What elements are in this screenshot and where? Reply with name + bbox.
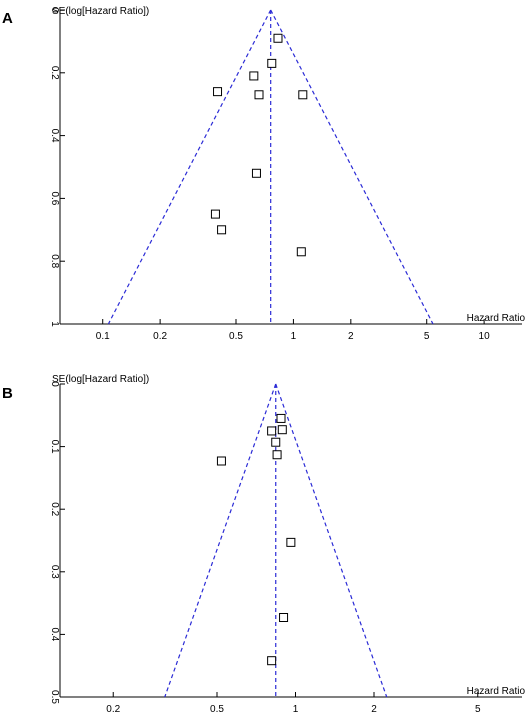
x-axis-title: Hazard Ratio [467, 686, 526, 697]
funnel-plot-panel-b: B 0 0.1 0.2 0.3 0.4 0.5 0.2 0.5 1 2 5 SE(log[Hazard … [2, 374, 525, 714]
study-point [249, 71, 259, 81]
panel-letter: B [2, 385, 13, 402]
x-tick-label: 1 [291, 331, 297, 342]
y-tick-label: 1 [49, 321, 60, 327]
y-tick-label: 0.2 [49, 502, 60, 516]
y-tick-label: 0.8 [49, 254, 60, 268]
study-point [217, 225, 227, 235]
y-tick-label: 0.1 [49, 440, 60, 454]
study-point [296, 247, 306, 257]
study-point [276, 413, 286, 423]
x-tick-label: 0.2 [106, 704, 120, 714]
y-tick-label: 0.3 [49, 565, 60, 579]
y-tick-label: 0.2 [49, 66, 60, 80]
funnel-right-limit [275, 383, 388, 698]
study-point [267, 656, 277, 666]
study-point [216, 456, 226, 466]
funnel-left-limit [107, 9, 272, 325]
funnel-left-limit [164, 383, 277, 698]
y-tick-label: 0.4 [49, 627, 60, 641]
study-point [271, 437, 281, 447]
study-point [251, 168, 261, 178]
study-point [286, 537, 296, 547]
x-tick-label: 0.2 [153, 331, 167, 342]
y-tick-label: 0 [49, 381, 60, 387]
study-point [298, 90, 308, 100]
study-point [273, 33, 283, 43]
x-tick-label: 0.1 [96, 331, 110, 342]
x-tick-label: 5 [424, 331, 430, 342]
panel-letter: A [2, 10, 13, 27]
study-point [267, 426, 277, 436]
study-point [213, 87, 223, 97]
x-tick-label: 0.5 [210, 704, 224, 714]
y-axis-title: SE(log[Hazard Ratio]) [52, 6, 149, 17]
funnel-right-limit [270, 9, 434, 325]
study-point [272, 450, 282, 460]
x-tick-label: 2 [371, 704, 377, 714]
study-point [267, 58, 277, 68]
x-tick-label: 2 [348, 331, 354, 342]
study-point [277, 425, 287, 435]
y-axis-title: SE(log[Hazard Ratio]) [52, 374, 149, 385]
x-tick-label: 5 [475, 704, 481, 714]
x-tick-label: 1 [293, 704, 299, 714]
x-tick-label: 10 [479, 331, 491, 342]
study-point [279, 612, 289, 622]
x-tick-label: 0.5 [229, 331, 243, 342]
study-point [210, 209, 220, 219]
study-point [254, 90, 264, 100]
y-tick-label: 0.6 [49, 191, 60, 205]
y-tick-label: 0.5 [49, 690, 60, 704]
funnel-plot-panel-a: A 0 0.2 0.4 0.6 0.8 1 0.1 0.2 0.5 1 2 5 10 SE(log[Haza… [2, 6, 525, 342]
y-tick-label: 0 [49, 7, 60, 13]
x-axis-title: Hazard Ratio [467, 313, 526, 324]
y-tick-label: 0.4 [49, 129, 60, 143]
